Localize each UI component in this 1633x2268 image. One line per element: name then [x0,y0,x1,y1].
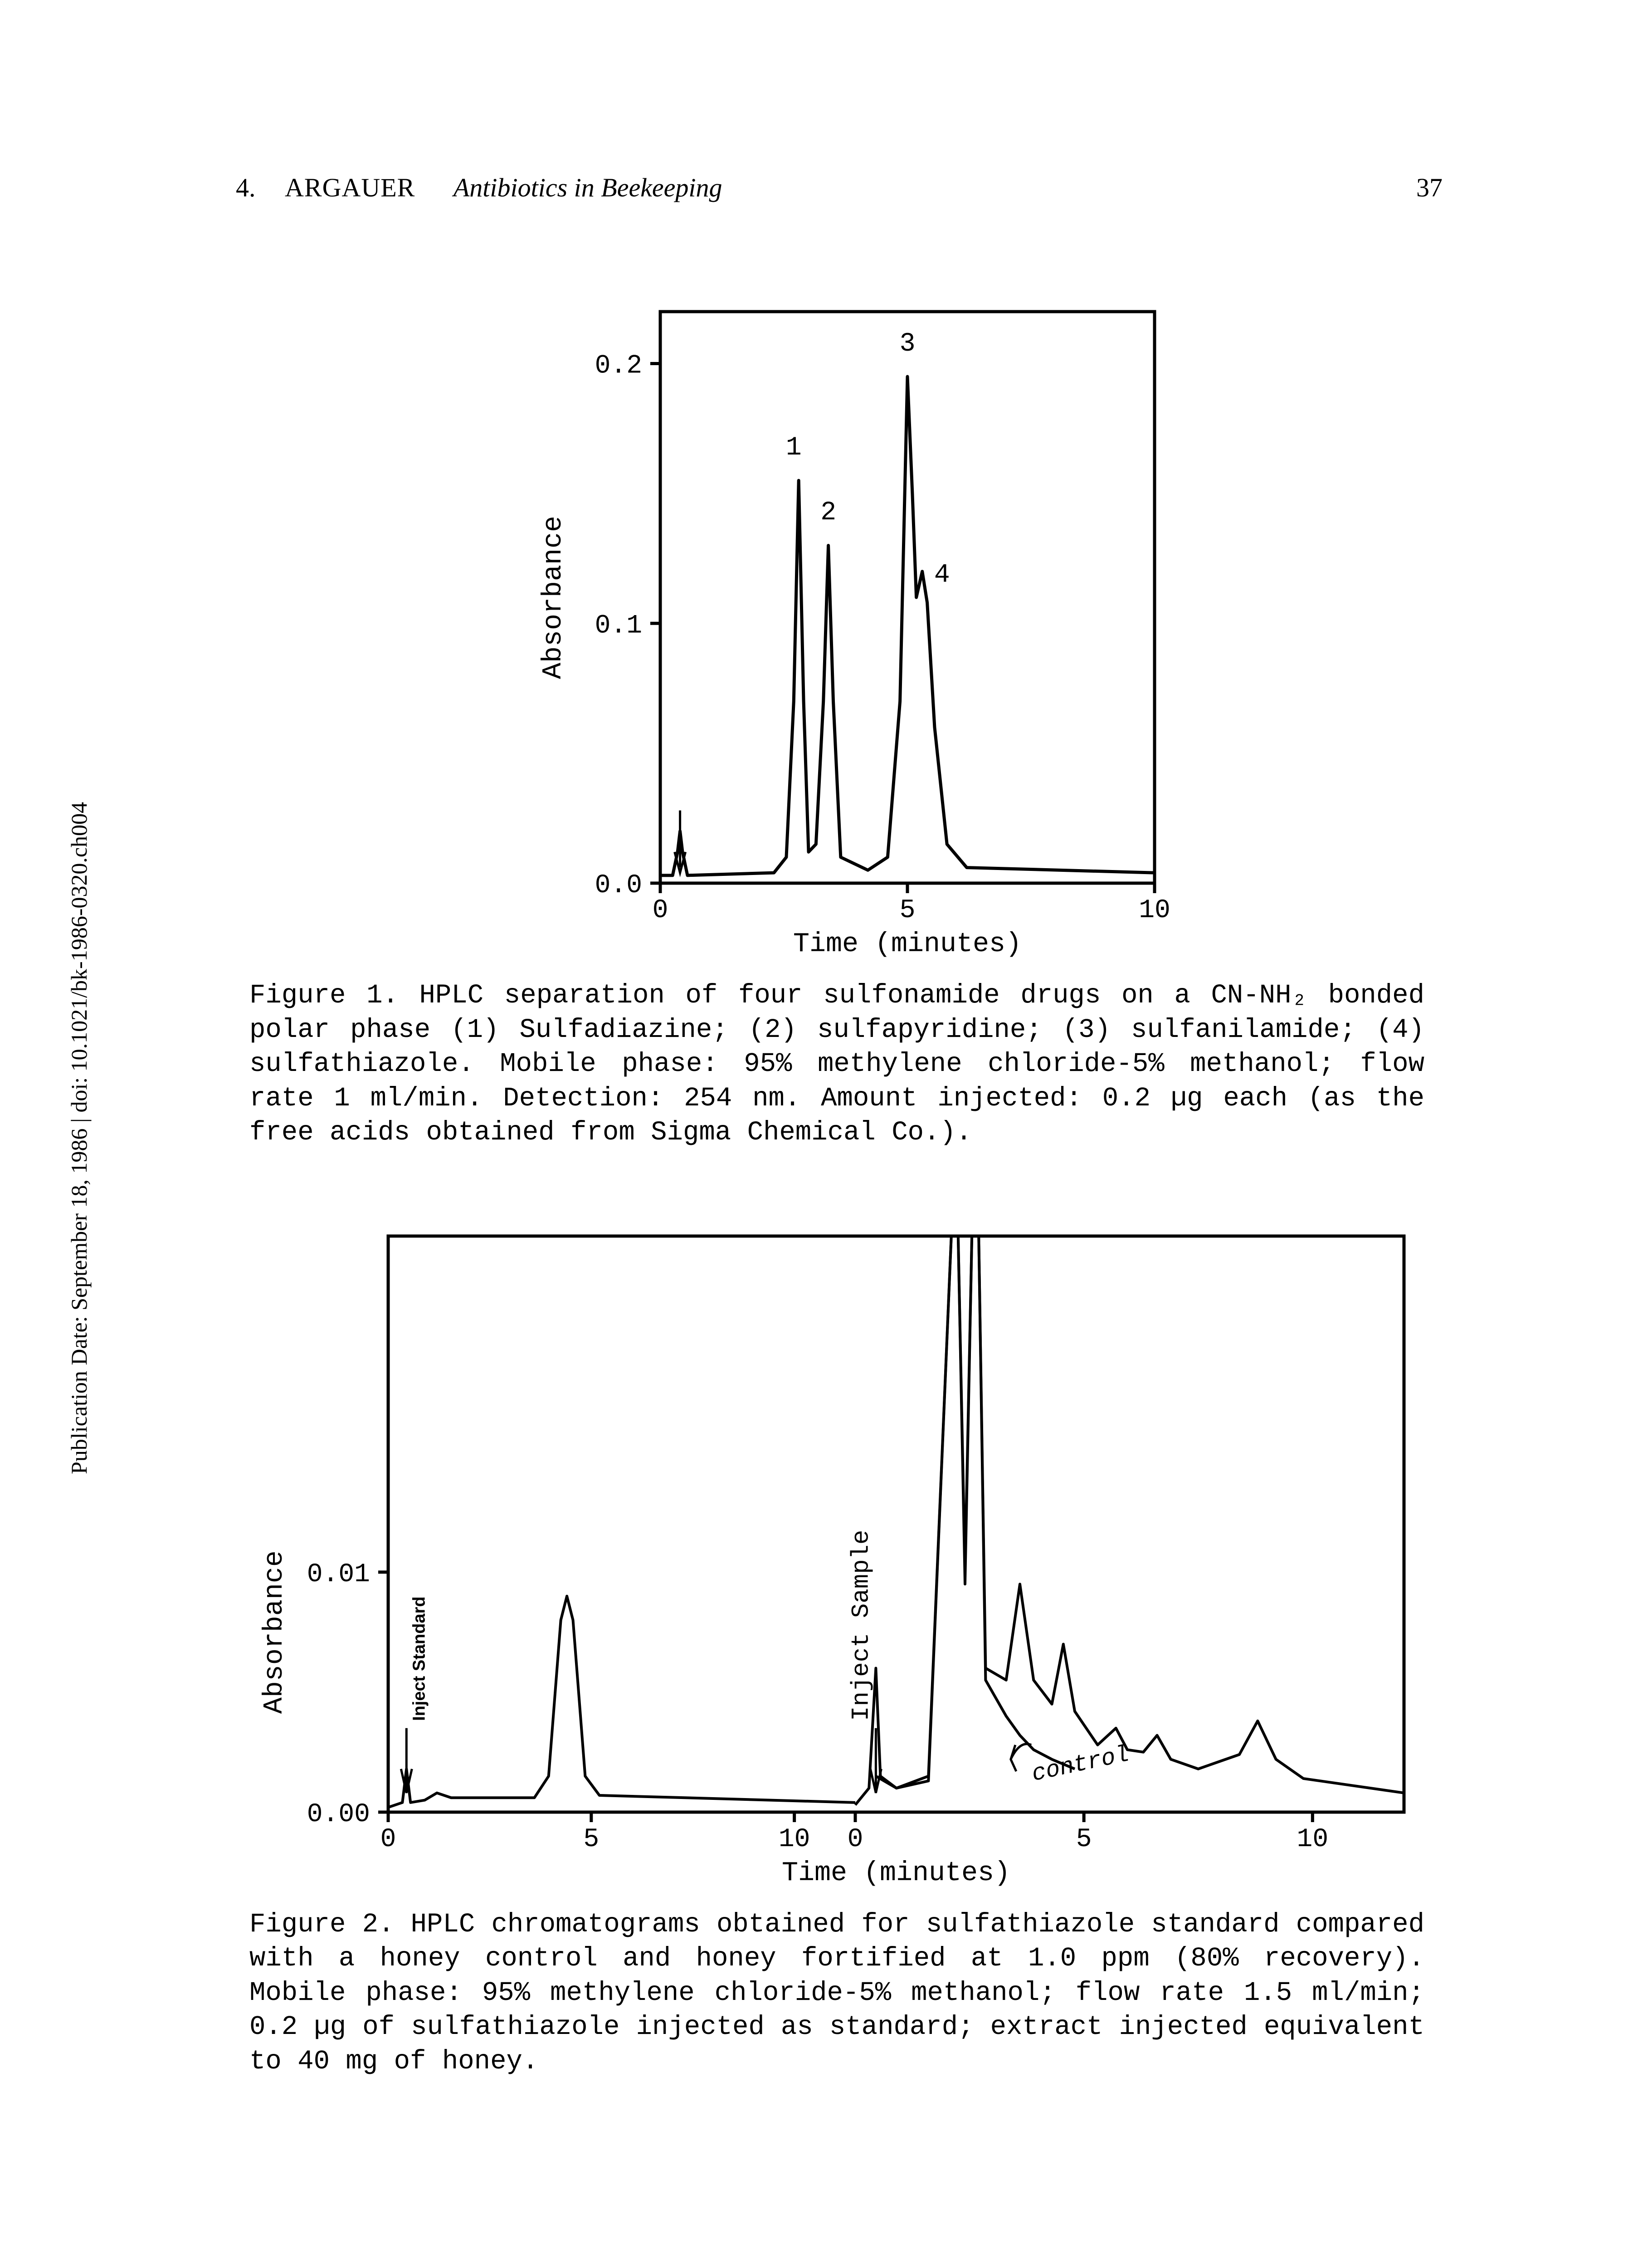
page-number: 37 [1416,172,1443,203]
figure-1-caption: Figure 1. HPLC separation of four sulfon… [249,978,1424,1150]
figure-2: 0.00 0.01 Absorbance Time (minutes) 0 5 10 Inje… [236,1209,1443,1889]
page: 4. ARGAUER Antibiotics in Beekeeping 37 … [0,0,1633,2268]
svg-text:0.2: 0.2 [595,352,642,381]
svg-text:10: 10 [1139,896,1170,925]
svg-text:Absorbance: Absorbance [538,516,569,679]
side-citation: Publication Date: September 18, 1986 | d… [66,802,92,1474]
svg-text:0.1: 0.1 [595,611,642,640]
svg-text:10: 10 [778,1825,810,1854]
page-header: 4. ARGAUER Antibiotics in Beekeeping 37 [236,172,1443,203]
svg-text:10: 10 [1297,1825,1328,1854]
svg-text:3: 3 [899,329,915,359]
header-title: Antibiotics in Beekeeping [453,173,722,202]
svg-text:1: 1 [785,433,801,463]
header-author: ARGAUER [285,173,415,202]
svg-text:4: 4 [934,561,950,590]
svg-text:Inject Sample: Inject Sample [848,1530,875,1721]
figure-2-chart: 0.00 0.01 Absorbance Time (minutes) 0 5 10 Inje… [239,1209,1440,1889]
svg-text:5: 5 [1076,1825,1092,1854]
svg-text:0: 0 [652,896,668,925]
svg-text:0: 0 [847,1825,863,1854]
svg-text:5: 5 [899,896,915,925]
svg-text:0.01: 0.01 [307,1559,370,1589]
header-left: 4. ARGAUER Antibiotics in Beekeeping [236,172,722,203]
figure-1-chart: 0.0 0.1 0.2 0 5 10 Absorbance Time (minutes) 1 2 3… [465,280,1214,960]
svg-text:Time (minutes): Time (minutes) [781,1858,1010,1889]
svg-text:0: 0 [380,1825,396,1854]
svg-text:Inject Standard: Inject Standard [409,1596,429,1721]
svg-text:Absorbance: Absorbance [259,1550,290,1714]
svg-text:5: 5 [583,1825,599,1854]
svg-text:2: 2 [820,498,836,528]
figure-2-caption: Figure 2. HPLC chromatograms obtained fo… [249,1907,1424,2079]
chapter-number: 4. [236,173,256,202]
svg-text:0.00: 0.00 [307,1800,370,1829]
figure-1: 0.0 0.1 0.2 0 5 10 Absorbance Time (minutes) 1 2 3… [236,280,1443,960]
svg-text:0.0: 0.0 [595,871,642,900]
svg-text:Time (minutes): Time (minutes) [793,929,1021,960]
